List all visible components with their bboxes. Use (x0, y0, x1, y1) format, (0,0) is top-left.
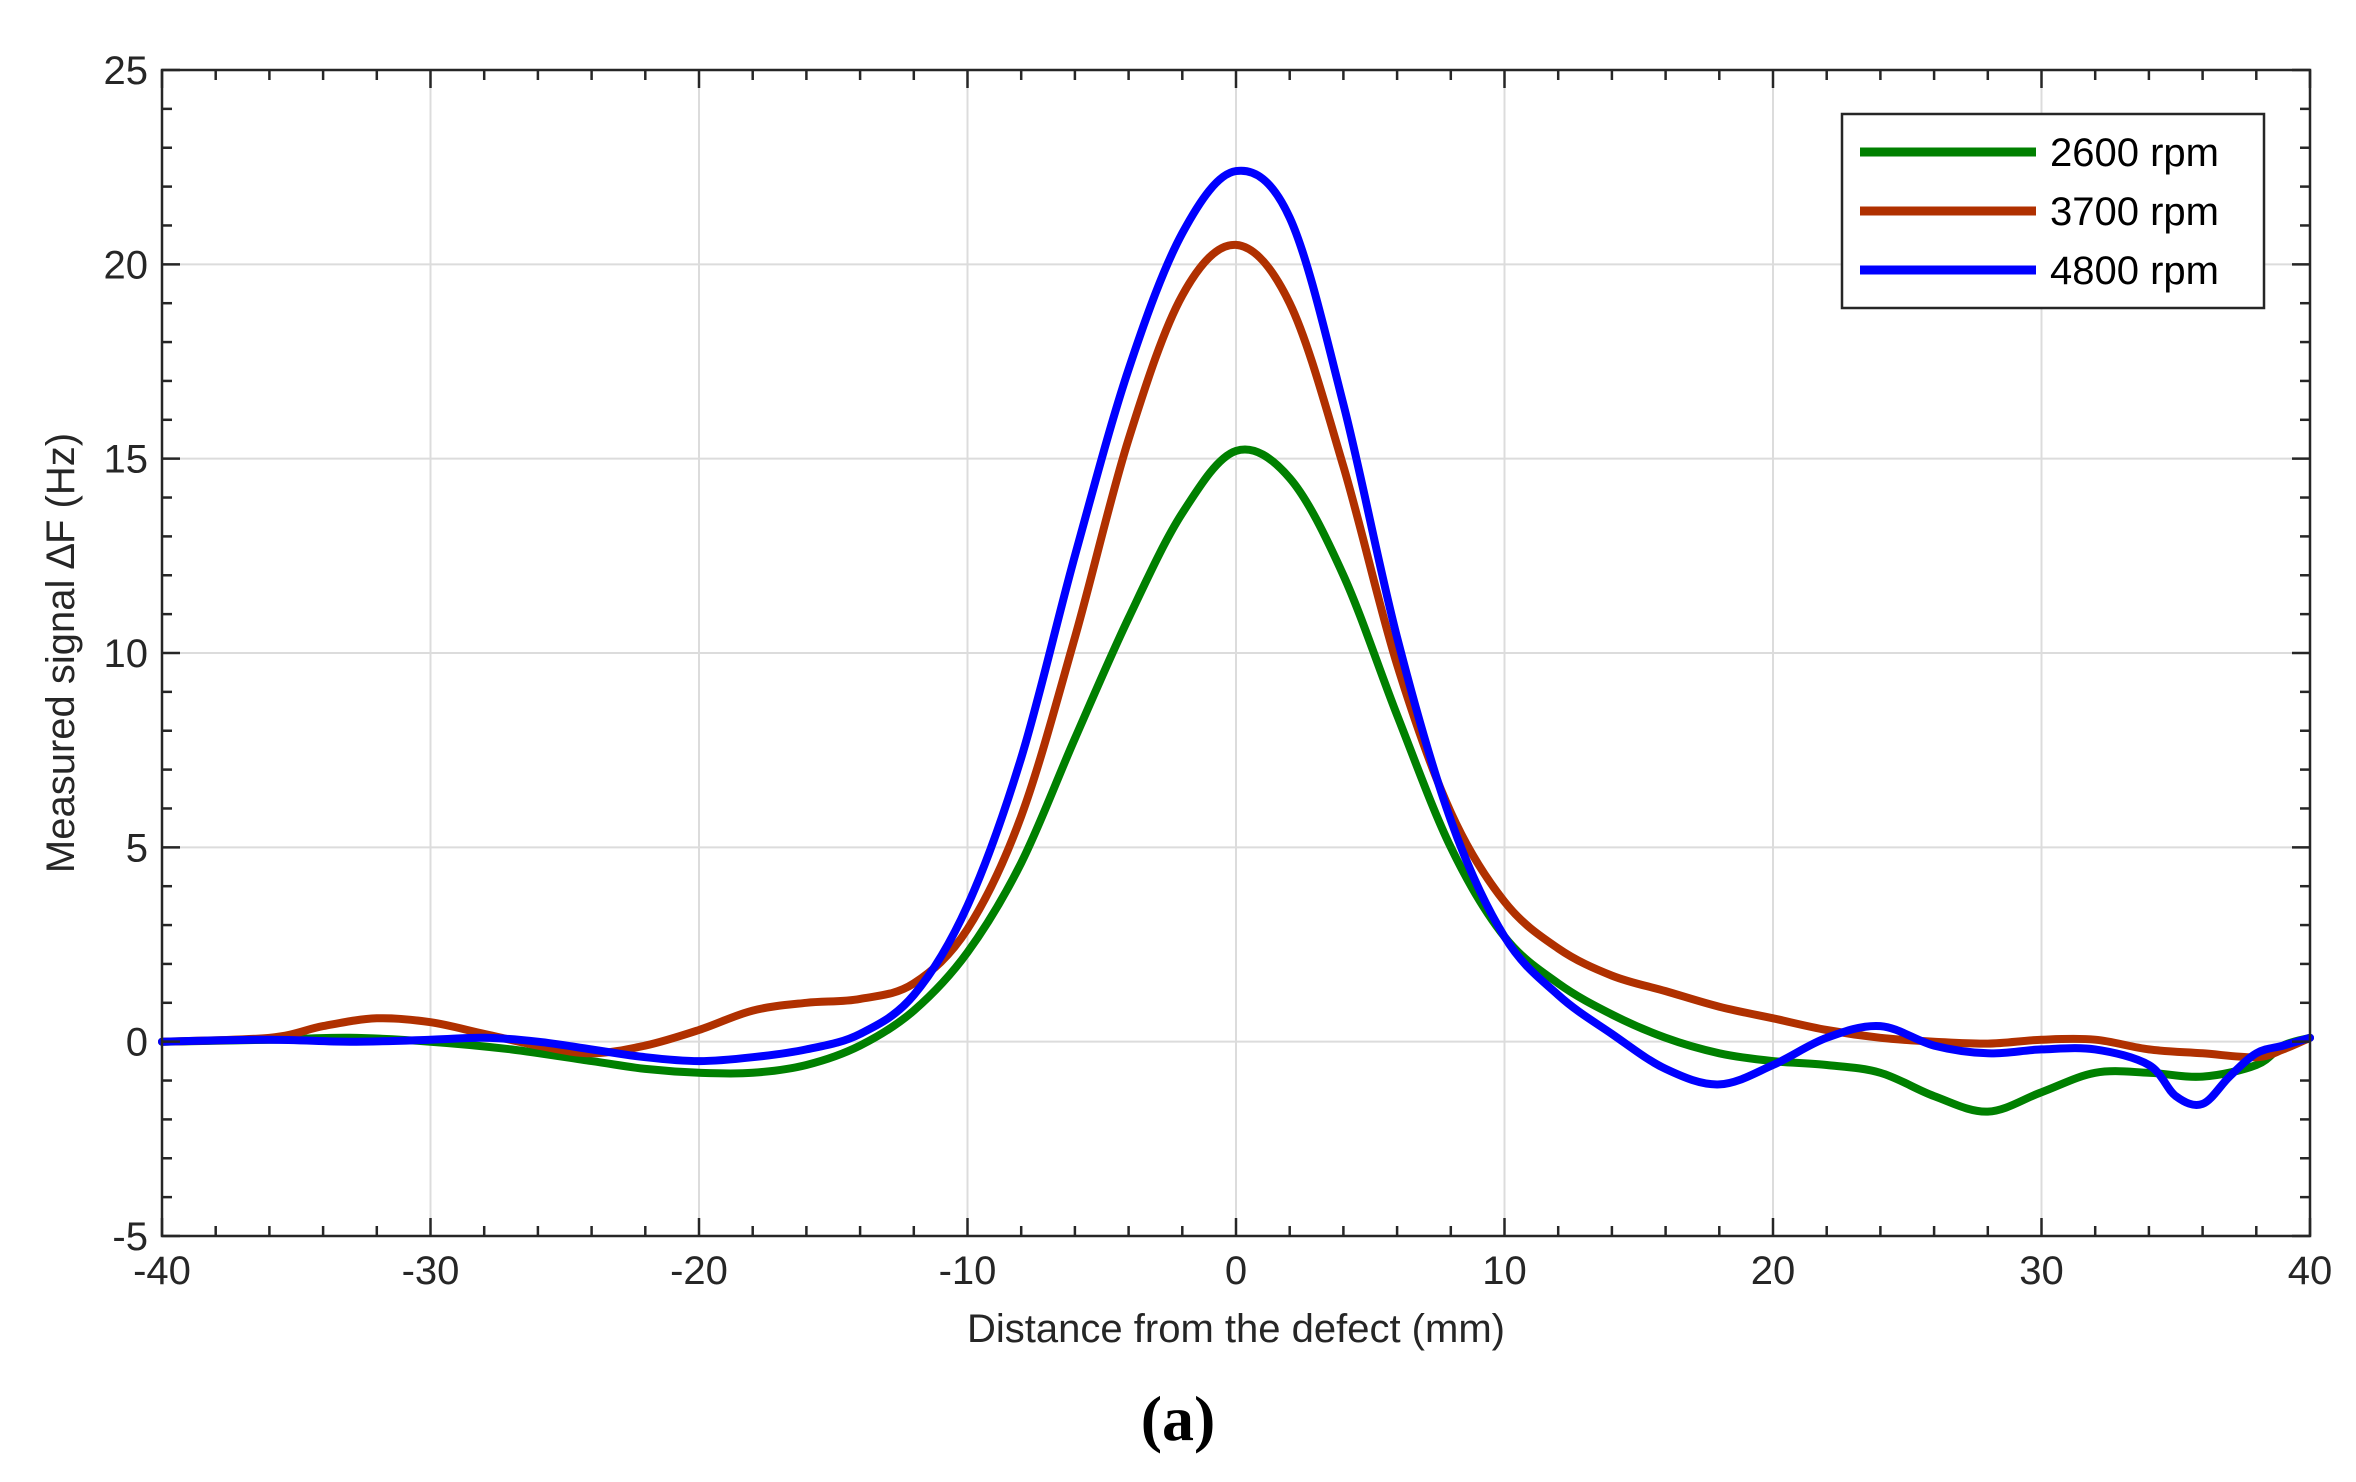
legend-label: 3700 rpm (2050, 190, 2219, 234)
series-line-2600-rpm (158, 445, 2314, 1116)
y-axis-title: Measured signal ∆F (Hz) (39, 433, 83, 873)
y-tick-label: -5 (112, 1215, 148, 1259)
figure-caption: (a) (1141, 1383, 1216, 1454)
x-tick-label: -40 (133, 1249, 191, 1293)
x-tick-label: 10 (1482, 1249, 1527, 1293)
legend-label: 2600 rpm (2050, 131, 2219, 175)
x-tick-label: 40 (2288, 1249, 2333, 1293)
x-tick-label: 30 (2019, 1249, 2064, 1293)
x-tick-label: -10 (939, 1249, 997, 1293)
y-tick-label: 5 (126, 826, 148, 870)
series-lines (158, 166, 2314, 1116)
y-tick-label: 15 (104, 438, 149, 482)
legend: 2600 rpm 3700 rpm 4800 rpm (1840, 112, 2266, 310)
series-line-4800-rpm (158, 166, 2314, 1109)
y-tick-label: 25 (104, 49, 149, 93)
legend-label: 4800 rpm (2050, 249, 2219, 293)
axis-ticks (160, 68, 2312, 1238)
y-tick-label: 10 (104, 632, 149, 676)
y-tick-label: 20 (104, 243, 149, 287)
x-tick-label: -30 (402, 1249, 460, 1293)
x-tick-label: -20 (670, 1249, 728, 1293)
x-tick-label: 0 (1225, 1249, 1247, 1293)
tick-labels: -40 -30 -20 -10 0 10 20 30 40 -5 0 5 10 15 20 25 (104, 49, 2333, 1293)
x-tick-label: 20 (1751, 1249, 1796, 1293)
y-tick-label: 0 (126, 1021, 148, 1065)
x-axis-title: Distance from the defect (mm) (967, 1307, 1505, 1351)
